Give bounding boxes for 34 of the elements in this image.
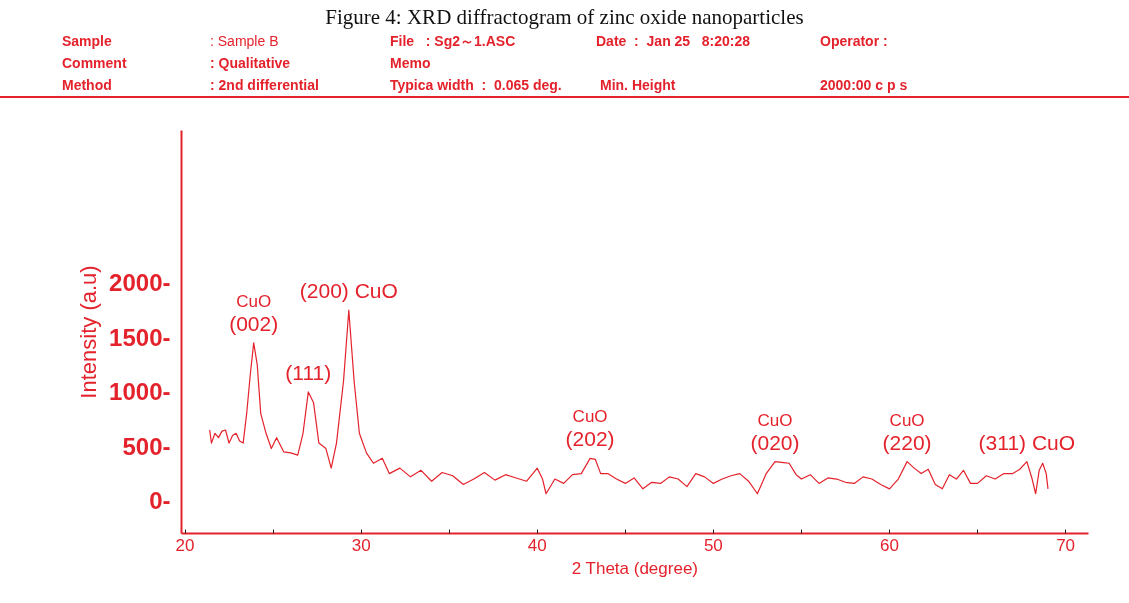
text: : Qualitative [210, 54, 291, 73]
text: Method [62, 76, 112, 95]
y-tick-label: 1000- [109, 378, 171, 406]
text: Comment [62, 54, 127, 73]
y-axis-title: Intensity (a.u) [76, 265, 102, 399]
y-tick-label: 2000- [109, 269, 171, 297]
y-tick-label: 500- [122, 432, 171, 460]
text: : Sample B [210, 32, 279, 51]
text: Date : Jan 25 8:20:28 [596, 32, 751, 51]
x-axis-title: 2 Theta (degree) [571, 558, 699, 578]
text: : 2nd differential [210, 76, 319, 95]
y-tick-label: 1500- [109, 323, 171, 351]
text: 2000:00 c p s [820, 76, 908, 95]
text: Memo [390, 54, 431, 73]
annotation: (200) CuO [299, 279, 398, 303]
y-tick-label: 0- [149, 487, 171, 515]
text: Min. Height [600, 76, 676, 95]
x-tick-label: 20 [175, 535, 195, 555]
text: Typica width : 0.065 deg. [390, 76, 562, 95]
x-tick-label: 60 [880, 535, 899, 555]
annotation: CuO (020) [750, 410, 800, 454]
annotation: (311) CuO [978, 430, 1076, 454]
chart-title: Figure 4: XRD diffractogram of zinc oxide nanoparticles [324, 4, 805, 31]
x-tick-label: 70 [1056, 535, 1076, 555]
annotation: CuO (220) [882, 410, 932, 454]
x-tick-label: 40 [527, 535, 547, 555]
text: Operator : [820, 32, 888, 51]
text: File : Sg2～1.ASC [390, 32, 516, 51]
annotation: CuO (002) [229, 291, 279, 335]
x-tick-label: 50 [703, 535, 723, 555]
annotation: CuO (202) [565, 407, 615, 451]
x-tick-label: 30 [351, 535, 371, 555]
text: Sample [62, 32, 112, 51]
annotation: (111) [285, 361, 332, 385]
